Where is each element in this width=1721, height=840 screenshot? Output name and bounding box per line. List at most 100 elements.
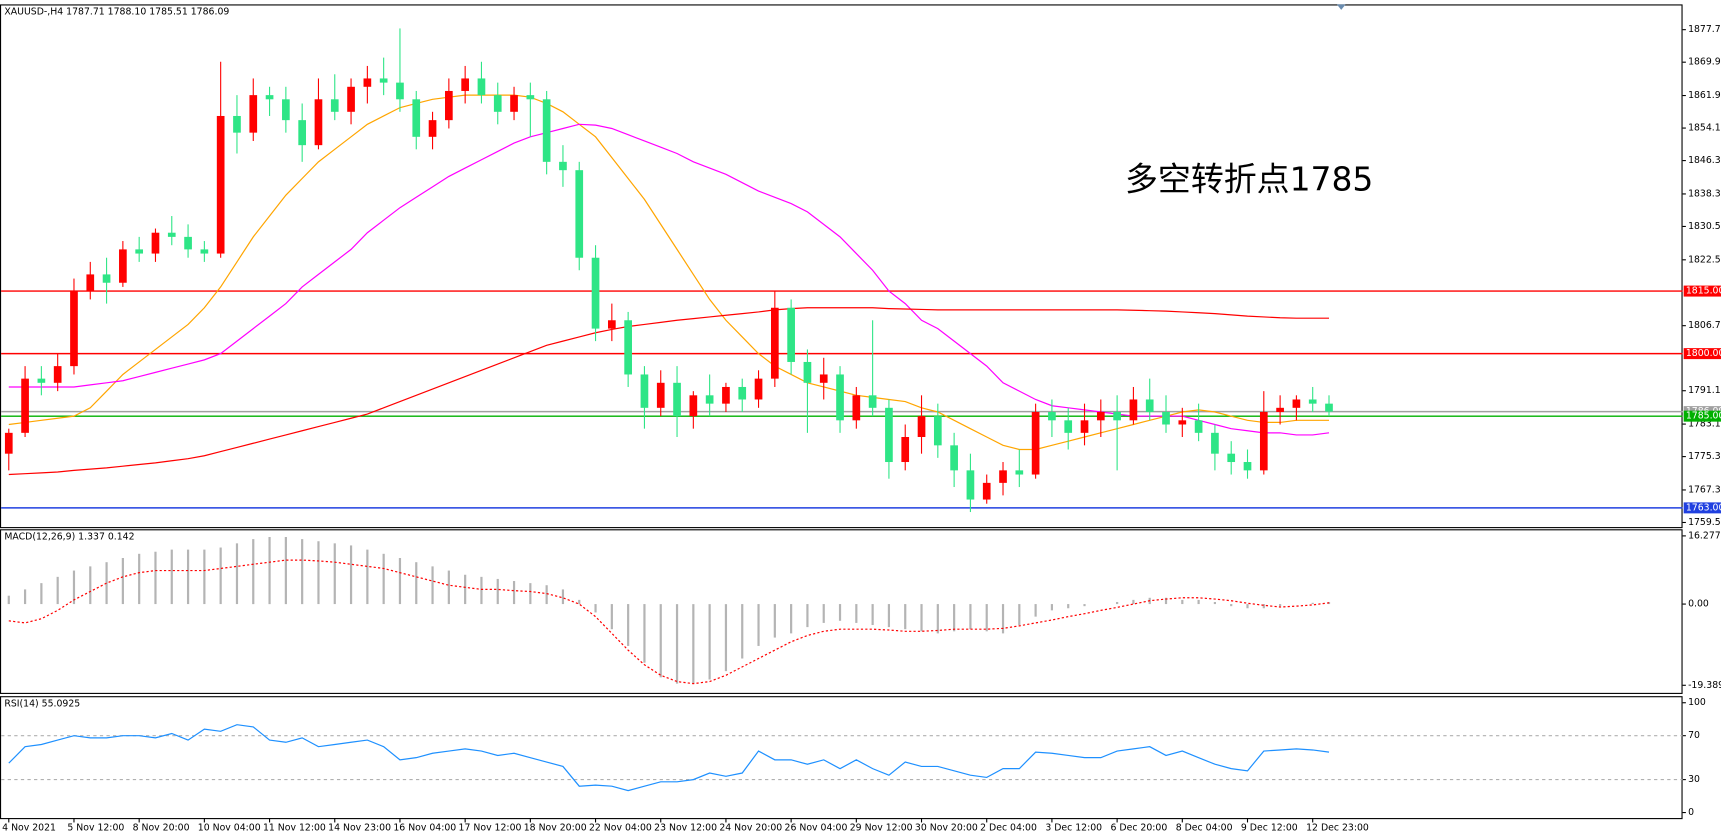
candle-body <box>412 99 421 137</box>
candle-body <box>493 95 502 112</box>
candle-body <box>233 115 241 133</box>
candle-body <box>70 291 78 367</box>
macd-pane <box>0 529 1683 694</box>
x-tick-label: 14 Nov 23:00 <box>328 822 391 833</box>
candle-body <box>167 232 176 237</box>
y-tick-label: 70 <box>1688 730 1700 741</box>
y-tick-label: 1791.10 <box>1688 385 1721 396</box>
candle-body <box>852 395 861 421</box>
candle-body <box>1243 462 1252 471</box>
candle-body <box>1227 453 1236 463</box>
y-tick-label: 1846.30 <box>1688 155 1721 166</box>
candle-body <box>819 374 828 383</box>
candle-body <box>608 320 616 329</box>
candle-body <box>754 378 763 400</box>
candle-body <box>1129 399 1138 421</box>
main-title: XAUUSD-,H4 1787.71 1788.10 1785.51 1786.… <box>4 7 229 18</box>
candle-body <box>999 470 1007 483</box>
x-tick-label: 2 Dec 04:00 <box>980 822 1037 833</box>
x-tick-label: 11 Nov 12:00 <box>263 822 326 833</box>
x-tick-label: 6 Dec 20:00 <box>1111 822 1168 833</box>
candle-body <box>705 395 714 404</box>
series-line <box>8 94 1330 451</box>
candle-body <box>151 232 160 254</box>
candle-body <box>933 416 942 446</box>
x-tick-label: 23 Nov 12:00 <box>654 822 717 833</box>
candle-body <box>722 386 730 404</box>
x-tick-label: 8 Dec 04:00 <box>1176 822 1233 833</box>
candle-body <box>363 78 372 87</box>
candle-body <box>542 99 551 162</box>
y-tick-label: 1861.90 <box>1688 90 1721 101</box>
x-tick-label: 22 Nov 04:00 <box>589 822 652 833</box>
candle-body <box>1292 399 1301 408</box>
candle-body <box>298 120 307 146</box>
shift-marker <box>1336 4 1346 10</box>
y-tick-label: 1767.30 <box>1688 484 1721 495</box>
candle-body <box>102 274 111 283</box>
x-tick-label: 10 Nov 04:00 <box>198 822 261 833</box>
main-pane <box>0 4 1683 529</box>
candle-body <box>917 416 926 438</box>
candle-body <box>347 86 355 112</box>
candle-body <box>787 307 795 362</box>
x-tick-label: 26 Nov 04:00 <box>785 822 848 833</box>
price-label: 1785.00 <box>1686 411 1721 422</box>
candle-body <box>396 82 404 100</box>
y-tick-label: 1877.70 <box>1688 24 1721 35</box>
candle-body <box>461 78 469 91</box>
x-tick-label: 9 Dec 12:00 <box>1241 822 1298 833</box>
candle-body <box>591 257 600 329</box>
y-tick-label: 1869.90 <box>1688 57 1721 68</box>
price-label: 1763.00 <box>1686 502 1721 513</box>
candle-body <box>526 95 535 100</box>
x-tick-label: 29 Nov 12:00 <box>850 822 913 833</box>
x-tick-label: 4 Nov 2021 <box>2 822 56 833</box>
candle-body <box>1048 411 1056 421</box>
candle-body <box>1015 470 1024 475</box>
candle-body <box>624 320 632 375</box>
candle-body <box>901 437 910 463</box>
y-tick-label: 1822.50 <box>1688 254 1721 265</box>
candle-body <box>885 407 893 463</box>
candle-body <box>510 95 518 112</box>
candle-body <box>575 170 584 258</box>
price-label: 1815.00 <box>1686 286 1721 297</box>
y-tick-label: 0.00 <box>1688 599 1709 610</box>
candle-body <box>1178 420 1187 425</box>
price-label-box <box>1683 502 1721 514</box>
candle-body <box>1145 399 1154 412</box>
y-tick-label: 100 <box>1688 697 1706 708</box>
candle-body <box>1325 403 1333 412</box>
y-tick-label: 1838.30 <box>1688 188 1721 199</box>
candle-body <box>982 482 991 500</box>
candle-body <box>216 115 225 254</box>
candle-body <box>21 378 29 433</box>
candle-body <box>1276 407 1284 412</box>
x-tick-label: 30 Nov 20:00 <box>915 822 978 833</box>
x-tick-label: 24 Nov 20:00 <box>719 822 782 833</box>
annotation: 多空转折点1785 <box>1125 160 1373 199</box>
candle-body <box>282 99 290 121</box>
series-line <box>8 724 1330 792</box>
candle-body <box>37 378 46 383</box>
candle-body <box>1194 420 1203 433</box>
candle-body <box>1064 420 1073 433</box>
x-tick-label: 18 Nov 20:00 <box>524 822 587 833</box>
price-label-box <box>1683 410 1721 422</box>
candle-body <box>1080 420 1089 433</box>
candle-body <box>656 382 665 408</box>
candle-body <box>265 95 274 100</box>
candle-body <box>428 120 437 137</box>
candle-body <box>1113 411 1121 421</box>
candle-body <box>379 78 388 83</box>
y-tick-label: -19.389 <box>1688 680 1721 691</box>
candle-body <box>135 249 144 254</box>
candle-body <box>1162 411 1170 425</box>
candle-body <box>1096 411 1105 421</box>
y-tick-label: 0 <box>1688 807 1694 818</box>
y-tick-label: 1759.50 <box>1688 517 1721 528</box>
x-tick-label: 12 Dec 23:00 <box>1306 822 1369 833</box>
macd-title: MACD(12,26,9) 1.337 0.142 <box>4 531 134 542</box>
